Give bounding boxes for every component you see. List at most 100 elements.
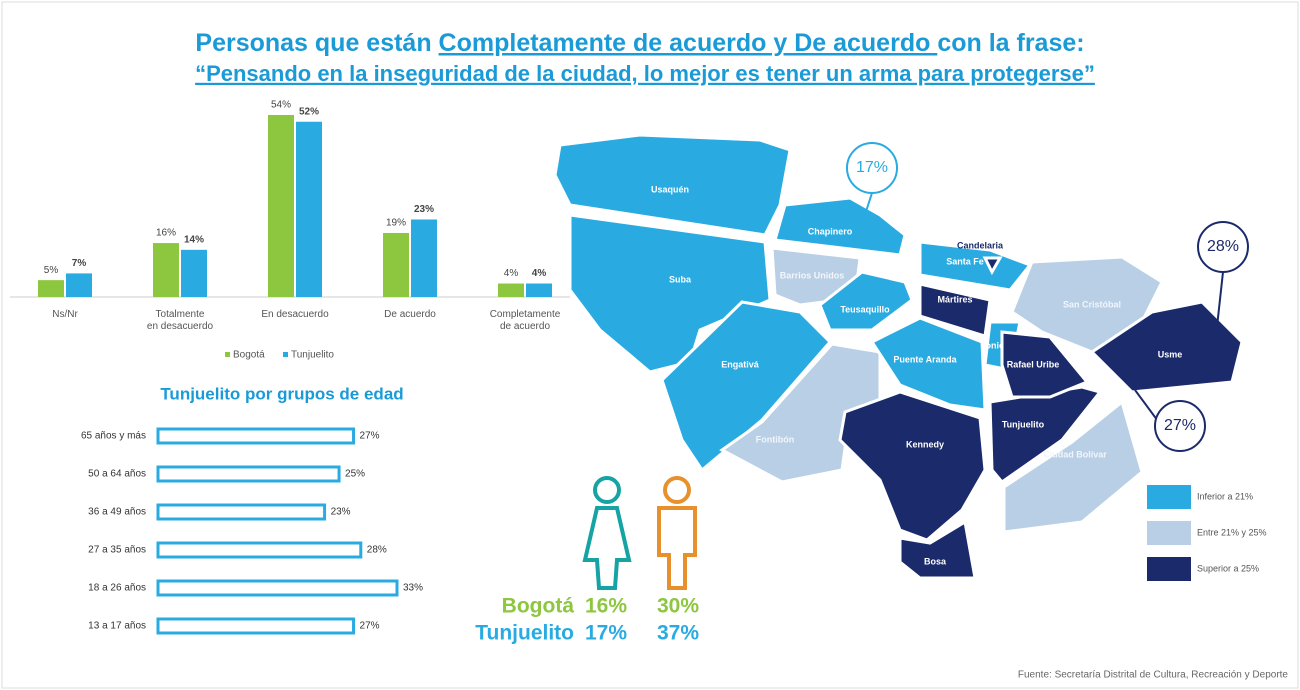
- x-tick-label: Totalmente en desacuerdo: [147, 309, 214, 332]
- region-label: Teusaquillo: [840, 304, 890, 314]
- map: Usaquén Chapinero Suba Barrios Unidos Teusaq…: [553, 133, 1267, 581]
- title-emphasis: Completamente de acuerdo y De acuerdo: [439, 29, 938, 57]
- data-label: 23%: [414, 204, 434, 215]
- bar: [156, 579, 399, 597]
- map-region: [918, 282, 992, 338]
- region-label: Ciudad Bolívar: [1043, 449, 1107, 459]
- callout-label: 27%: [1164, 417, 1196, 434]
- region-label: Candelaria: [957, 240, 1004, 250]
- figure-value: 30%: [657, 595, 699, 618]
- figure-value: 16%: [585, 595, 627, 618]
- map-region: [1002, 399, 1144, 534]
- title: Personas que están Completamente de acue…: [195, 29, 1084, 57]
- legend-label: Superior a 25%: [1197, 563, 1259, 573]
- data-label: 54%: [271, 100, 291, 111]
- data-label: 27%: [360, 621, 380, 632]
- title-suffix: con la frase:: [937, 29, 1084, 57]
- data-label: 28%: [367, 545, 387, 556]
- bar: [156, 503, 327, 521]
- legend-swatch: [283, 352, 288, 357]
- region-label: Tunjuelito: [1002, 419, 1045, 429]
- y-tick-label: 50 a 64 años: [88, 469, 146, 480]
- bar: [296, 121, 322, 297]
- data-label: 16%: [156, 228, 176, 239]
- source: Fuente: Secretaría Distrital de Cultura,…: [1018, 670, 1289, 681]
- y-tick-label: 13 a 17 años: [88, 621, 146, 632]
- x-tick-label: En desacuerdo: [261, 309, 329, 320]
- region-label: Chapinero: [808, 226, 853, 236]
- quote: “Pensando en la inseguridad de la ciudad…: [195, 61, 1095, 86]
- legend-swatch: [225, 352, 230, 357]
- bar: [156, 465, 341, 483]
- map-region: [553, 133, 792, 237]
- person-body: [582, 506, 632, 590]
- region-label: Fontibón: [756, 434, 794, 444]
- data-label: 23%: [331, 507, 351, 518]
- figure-name: Tunjuelito: [475, 622, 574, 645]
- map-region: [869, 316, 987, 412]
- bar: [156, 617, 356, 635]
- title-prefix: Personas que están: [195, 29, 438, 57]
- bar: [411, 219, 437, 297]
- map-region: [773, 196, 907, 257]
- map-region: [982, 256, 1003, 276]
- legend-label: Entre 21% y 25%: [1197, 527, 1267, 537]
- map-region: [1089, 300, 1244, 394]
- figure-value: 17%: [585, 622, 627, 645]
- map-region: [1000, 330, 1090, 399]
- data-label: 52%: [299, 106, 319, 117]
- region-label: Bosa: [924, 556, 947, 566]
- data-label: 33%: [403, 583, 423, 594]
- legend-swatch: [1147, 485, 1191, 509]
- y-tick-label: 65 años y más: [81, 431, 146, 442]
- region-label: Engativá: [721, 359, 760, 369]
- data-label: 4%: [504, 268, 519, 279]
- data-label: 25%: [345, 469, 365, 480]
- region-label: Suba: [669, 274, 692, 284]
- bar: [38, 280, 64, 297]
- region-label: Santa Fe: [946, 256, 984, 266]
- callout: [846, 142, 898, 194]
- legend-label: Bogotá: [233, 350, 265, 361]
- map-region: [918, 240, 1033, 292]
- data-label: 19%: [386, 218, 406, 229]
- map-region: [988, 385, 1103, 485]
- person-head: [593, 476, 621, 504]
- data-label: 5%: [44, 265, 59, 276]
- figure-value: 37%: [657, 622, 699, 645]
- bar: [383, 232, 409, 297]
- legend-swatch: [1147, 557, 1191, 581]
- person-head: [663, 476, 691, 504]
- chart-title: Tunjuelito por grupos de edad: [160, 384, 403, 403]
- map-region: [838, 390, 987, 542]
- figure-name: Bogotá: [502, 595, 575, 618]
- legend-label: Inferior a 21%: [1197, 491, 1253, 501]
- person-body: [657, 506, 697, 590]
- bar: [526, 283, 552, 297]
- region-label: Rafael Uribe: [1007, 359, 1060, 369]
- callout: [1154, 400, 1206, 452]
- y-tick-label: 27 a 35 años: [88, 545, 146, 556]
- data-label: 14%: [184, 234, 204, 245]
- bar: [156, 427, 356, 445]
- legend-label: Tunjuelito: [291, 350, 334, 361]
- map-region: [898, 519, 977, 580]
- region-label: San Cristóbal: [1063, 299, 1121, 309]
- bar: [498, 283, 524, 297]
- callout-label: 28%: [1207, 238, 1239, 255]
- bar: [66, 273, 92, 297]
- region-label: Barrios Unidos: [780, 270, 845, 280]
- y-tick-label: 36 a 49 años: [88, 507, 146, 518]
- bar: [153, 243, 179, 297]
- legend-swatch: [1147, 521, 1191, 545]
- callout-label: 17%: [856, 159, 888, 176]
- region-label: Puente Aranda: [893, 354, 957, 364]
- region-label: Usaquén: [651, 184, 689, 194]
- callout: [1197, 221, 1249, 273]
- bar: [156, 541, 363, 559]
- bar: [181, 249, 207, 297]
- data-label: 27%: [360, 431, 380, 442]
- region-label: Mártires: [937, 294, 972, 304]
- x-tick-label: Completamente de acuerdo: [490, 309, 561, 332]
